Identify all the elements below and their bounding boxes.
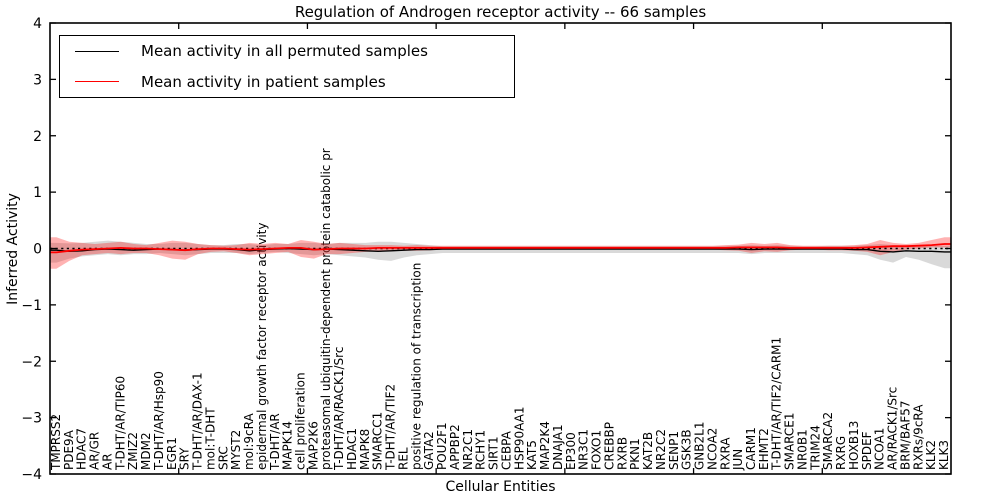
x-tick-label: KLK3 <box>937 440 951 470</box>
x-tick-label: KAT2B <box>641 432 655 470</box>
x-tick-label: MAPK14 <box>281 421 295 470</box>
x-tick-label: MDM2 <box>139 432 153 470</box>
x-tick-label: ZMIZ2 <box>126 432 140 470</box>
x-tick-label: RXRB <box>615 437 629 470</box>
x-tick-label: TMPRSS2 <box>49 414 63 471</box>
x-tick-label: CREBBP <box>602 422 616 470</box>
y-tick-label: 3 <box>33 72 42 88</box>
x-tick-label: RXRA <box>718 437 732 470</box>
x-tick-label: TRIM24 <box>808 425 822 471</box>
x-tick-label: CARM1 <box>744 427 758 470</box>
y-tick-label: 1 <box>33 185 42 201</box>
x-tick-label: JUN <box>731 449 745 471</box>
x-tick-label: mol:T-DHT <box>203 407 217 470</box>
x-tick-label: GSK3B <box>680 429 694 470</box>
x-tick-label: EP300 <box>564 432 578 470</box>
x-tick-label: MAP2K4 <box>538 421 552 470</box>
legend-entry: Mean activity in all permuted samples <box>60 37 514 65</box>
x-tick-label: epidermal growth factor receptor activit… <box>255 223 269 470</box>
chart-title: Regulation of Androgen receptor activity… <box>294 3 707 21</box>
x-tick-label: T-DHT/AR/TIF2/CARM1 <box>770 337 784 471</box>
x-tick-label: AR <box>100 453 114 470</box>
x-tick-label: SPDEF <box>860 431 874 470</box>
x-tick-label: NR2C2 <box>654 429 668 470</box>
x-tick-label: T-DHT/AR/RACK1/Src <box>332 347 346 471</box>
x-tick-label: REL <box>396 447 410 470</box>
x-tick-label: HDAC7 <box>75 428 89 470</box>
y-tick-label: 4 <box>33 16 42 32</box>
x-tick-label: SRY <box>178 447 192 470</box>
patient-line-swatch <box>75 81 119 83</box>
x-tick-label: HSP90AA1 <box>512 406 526 470</box>
x-tick-label: NR0B1 <box>795 429 809 470</box>
x-tick-label: AR/RACK1/Src <box>886 387 900 470</box>
x-tick-label: RXRG <box>834 436 848 470</box>
patient-mean-line <box>50 243 951 254</box>
x-tick-label: T-DHT/AR <box>268 413 282 471</box>
x-tick-label: T-DHT/AR/TIF2 <box>384 384 398 471</box>
y-tick-label: −2 <box>21 354 42 370</box>
x-tick-label: EGR1 <box>165 437 179 470</box>
x-tick-label: T-DHT/AR/DAX-1 <box>191 372 205 471</box>
x-tick-label: KAT5 <box>525 440 539 470</box>
y-tick-label: −4 <box>21 467 42 483</box>
x-tick-label: BRM/BAF57 <box>898 400 912 470</box>
legend: Mean activity in all permuted samples Me… <box>59 35 515 98</box>
x-tick-label: DNAJA1 <box>551 424 565 470</box>
x-tick-label: proteasomal ubiquitin-dependent protein … <box>319 148 333 470</box>
legend-label: Mean activity in all permuted samples <box>141 42 428 61</box>
x-tick-label: NCOA1 <box>873 428 887 470</box>
x-tick-label: HDAC1 <box>345 428 359 470</box>
x-tick-label: SMARCA2 <box>821 412 835 470</box>
x-tick-label: NR3C1 <box>577 429 591 470</box>
permuted-line-swatch <box>75 50 119 52</box>
plot-border <box>49 22 952 475</box>
x-tick-label: cell proliferation <box>293 372 307 470</box>
x-tick-label: SRC <box>216 446 230 470</box>
y-tick-label: −1 <box>21 298 42 314</box>
x-tick-label: GATA2 <box>422 431 436 470</box>
x-tick-label: T-DHT/AR/TIP60 <box>113 376 127 471</box>
y-tick-label: 0 <box>33 242 42 258</box>
y-axis-label: Inferred Activity <box>5 193 21 305</box>
x-tick-label: MAP2K6 <box>306 421 320 470</box>
x-tick-label: SMARCE1 <box>783 412 797 470</box>
y-tick-label: −3 <box>21 411 42 427</box>
x-tick-label: SENP1 <box>667 431 681 470</box>
x-tick-label: GNB2L1 <box>693 422 707 470</box>
x-axis-label: Cellular Entities <box>445 479 556 495</box>
x-tick-label: positive regulation of transcription <box>409 263 423 470</box>
x-tick-label: SMARCC1 <box>371 412 385 470</box>
x-tick-label: NR2C1 <box>461 429 475 470</box>
legend-label: Mean activity in patient samples <box>141 72 386 91</box>
x-tick-label: EHMT2 <box>757 428 771 470</box>
x-tick-label: KLK2 <box>924 440 938 470</box>
x-tick-label: T-DHT/AR/Hsp90 <box>152 371 166 471</box>
x-tick-label: PDE9A <box>62 429 76 470</box>
x-tick-label: MYST2 <box>229 430 243 470</box>
x-tick-label: mol:9cRA <box>242 413 256 470</box>
x-tick-label: NCOA2 <box>705 428 719 470</box>
patient-band <box>50 237 951 269</box>
x-tick-label: RCHY1 <box>474 430 488 470</box>
x-tick-label: FOXO1 <box>590 430 604 470</box>
x-tick-label: MAPK8 <box>358 429 372 470</box>
x-tick-label: SIRT1 <box>487 436 501 470</box>
x-tick-label: POU2F1 <box>435 422 449 470</box>
x-tick-label: CEBPA <box>499 430 513 470</box>
x-tick-label: APPBP2 <box>448 424 462 470</box>
x-tick-label: PKN1 <box>628 438 642 470</box>
y-tick-label: 2 <box>33 129 42 145</box>
x-tick-label: HOXB13 <box>847 421 861 470</box>
x-tick-label: RXRs/9cRA <box>911 404 925 470</box>
legend-entry: Mean activity in patient samples <box>60 68 514 96</box>
x-tick-label: AR/GR <box>88 432 102 470</box>
